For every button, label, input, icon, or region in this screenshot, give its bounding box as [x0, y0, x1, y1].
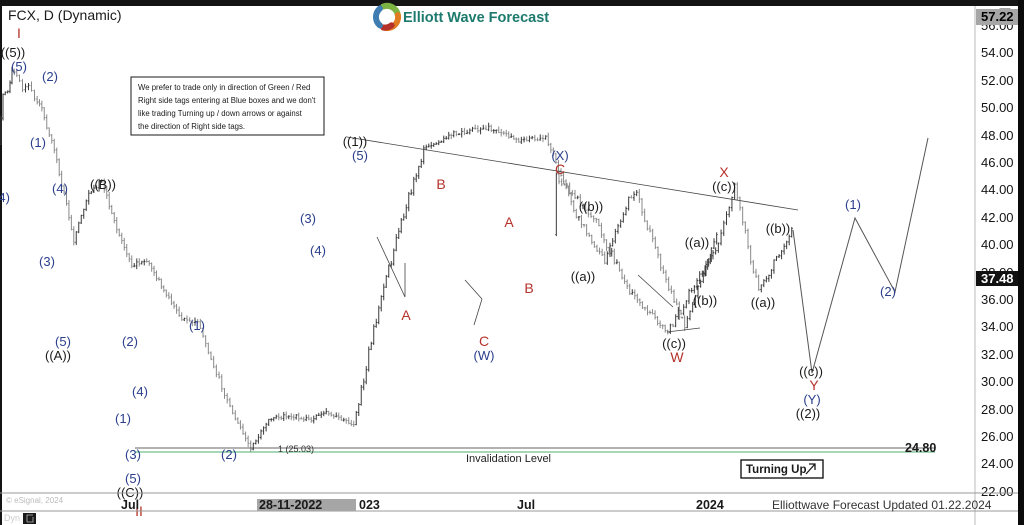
svg-text:(4): (4)	[0, 190, 10, 205]
svg-text:24.80: 24.80	[905, 441, 936, 455]
svg-text:26.00: 26.00	[981, 429, 1014, 444]
svg-text:(5): (5)	[352, 148, 368, 163]
svg-text:Dyn: Dyn	[4, 513, 20, 523]
svg-text:(3): (3)	[300, 211, 316, 226]
svg-text:like trading Turning up / down: like trading Turning up / down arrows or…	[138, 109, 303, 118]
svg-text:1 (25.03): 1 (25.03)	[278, 444, 314, 454]
svg-text:52.00: 52.00	[981, 73, 1014, 88]
svg-text:32.00: 32.00	[981, 347, 1014, 362]
svg-text:((c)): ((c))	[712, 179, 736, 194]
svg-text:((5)): ((5))	[1, 45, 26, 60]
svg-text:(4): (4)	[52, 181, 68, 196]
svg-text:Jul: Jul	[121, 498, 139, 512]
svg-text:I: I	[17, 25, 21, 41]
svg-text:A: A	[401, 307, 411, 323]
svg-text:Turning Up: Turning Up	[746, 464, 806, 476]
svg-text:40.00: 40.00	[981, 237, 1014, 252]
svg-text:Jul: Jul	[517, 498, 535, 512]
svg-text:24.00: 24.00	[981, 456, 1014, 471]
svg-text:We prefer to trade only in dir: We prefer to trade only in direction of …	[138, 83, 310, 92]
svg-text:the direction of Right side ta: the direction of Right side tags.	[138, 122, 245, 131]
svg-text:(4): (4)	[132, 384, 148, 399]
svg-text:(Y): (Y)	[803, 392, 820, 407]
svg-text:C: C	[479, 333, 489, 349]
svg-text:54.00: 54.00	[981, 45, 1014, 60]
svg-text:((a)): ((a))	[751, 295, 776, 310]
svg-text:28.00: 28.00	[981, 402, 1014, 417]
svg-text:B: B	[436, 176, 445, 192]
svg-text:((a)): ((a))	[571, 269, 596, 284]
svg-text:(1): (1)	[845, 197, 861, 212]
svg-text:(2): (2)	[42, 69, 58, 84]
svg-text:((A)): ((A))	[45, 348, 71, 363]
svg-text:((a)): ((a))	[685, 235, 710, 250]
svg-text:50.00: 50.00	[981, 100, 1014, 115]
svg-text:37.48: 37.48	[981, 271, 1014, 286]
svg-text:Right side tags entering at Bl: Right side tags entering at Blue boxes a…	[138, 96, 316, 105]
svg-text:(4): (4)	[310, 243, 326, 258]
svg-text:(1): (1)	[30, 135, 46, 150]
svg-text:(1): (1)	[189, 318, 205, 333]
svg-text:Elliottwave Forecast Updated 0: Elliottwave Forecast Updated 01.22.2024	[772, 498, 992, 512]
svg-text:(5): (5)	[11, 59, 27, 74]
svg-text:X: X	[719, 164, 729, 180]
svg-text:((2)): ((2))	[796, 406, 821, 421]
svg-text:A: A	[504, 214, 514, 230]
svg-text:Invalidation Level: Invalidation Level	[466, 453, 551, 465]
svg-text:Elliott Wave Forecast: Elliott Wave Forecast	[403, 10, 549, 26]
svg-text:57.22: 57.22	[981, 9, 1014, 24]
svg-text:((b)): ((b))	[579, 199, 604, 214]
svg-text:46.00: 46.00	[981, 155, 1014, 170]
svg-text:(2): (2)	[880, 284, 896, 299]
svg-text:© eSignal, 2024: © eSignal, 2024	[6, 496, 64, 505]
svg-text:(W): (W)	[474, 348, 495, 363]
svg-text:30.00: 30.00	[981, 374, 1014, 389]
svg-text:(3): (3)	[125, 447, 141, 462]
svg-text:((b)): ((b))	[693, 293, 718, 308]
svg-text:2024: 2024	[696, 498, 724, 512]
svg-text:W: W	[670, 349, 684, 365]
svg-text:C: C	[555, 161, 565, 177]
svg-text:44.00: 44.00	[981, 182, 1014, 197]
svg-text:((1)): ((1))	[343, 134, 368, 149]
svg-text:((B)): ((B))	[90, 177, 116, 192]
svg-text:B: B	[524, 280, 533, 296]
svg-text:023: 023	[359, 498, 380, 512]
svg-text:Y: Y	[809, 377, 819, 393]
svg-text:((b)): ((b))	[766, 221, 791, 236]
svg-text:FCX, D (Dynamic): FCX, D (Dynamic)	[8, 7, 122, 23]
svg-text:(5): (5)	[125, 471, 141, 486]
svg-text:48.00: 48.00	[981, 128, 1014, 143]
svg-text:34.00: 34.00	[981, 319, 1014, 334]
svg-text:22.00: 22.00	[981, 484, 1014, 499]
svg-text:(2): (2)	[122, 334, 138, 349]
svg-text:28-11-2022: 28-11-2022	[259, 498, 322, 512]
svg-text:42.00: 42.00	[981, 210, 1014, 225]
svg-text:(1): (1)	[115, 411, 131, 426]
svg-text:(5): (5)	[55, 334, 71, 349]
svg-text:(2): (2)	[221, 447, 237, 462]
svg-text:(3): (3)	[39, 254, 55, 269]
svg-text:36.00: 36.00	[981, 292, 1014, 307]
